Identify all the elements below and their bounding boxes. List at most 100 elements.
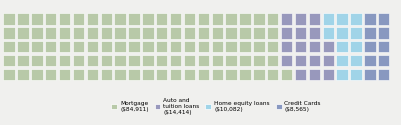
Bar [349,55,361,66]
Bar [31,55,43,66]
Bar [73,41,84,52]
Bar [239,69,250,80]
Bar [266,13,278,25]
Bar [45,13,56,25]
Bar [114,55,126,66]
Bar [349,13,361,25]
Bar [100,27,111,39]
Bar [225,55,236,66]
Bar [377,69,389,80]
Bar [211,55,223,66]
Bar [239,55,250,66]
Legend: Mortgage
($84,911), Auto and
tuition loans
($14,414), Home equity loans
($10,082: Mortgage ($84,911), Auto and tuition loa… [111,98,320,114]
Bar [266,69,278,80]
Bar [336,41,347,52]
Bar [197,13,209,25]
Bar [266,41,278,52]
Bar [322,41,333,52]
Bar [73,69,84,80]
Bar [156,13,167,25]
Bar [45,69,56,80]
Bar [239,13,250,25]
Bar [336,13,347,25]
Bar [31,41,43,52]
Bar [156,27,167,39]
Bar [294,27,306,39]
Bar [17,13,28,25]
Bar [253,13,264,25]
Bar [363,27,375,39]
Bar [170,41,181,52]
Bar [87,27,98,39]
Bar [211,69,223,80]
Bar [142,27,153,39]
Bar [183,13,195,25]
Bar [100,41,111,52]
Bar [322,69,333,80]
Bar [253,41,264,52]
Bar [294,13,306,25]
Bar [73,27,84,39]
Bar [253,69,264,80]
Bar [322,55,333,66]
Bar [114,27,126,39]
Bar [59,27,70,39]
Bar [87,55,98,66]
Bar [170,69,181,80]
Bar [59,69,70,80]
Bar [363,41,375,52]
Bar [100,55,111,66]
Bar [128,27,139,39]
Bar [197,41,209,52]
Bar [197,27,209,39]
Bar [142,41,153,52]
Bar [253,55,264,66]
Bar [31,69,43,80]
Bar [349,27,361,39]
Bar [377,13,389,25]
Bar [3,41,15,52]
Bar [336,55,347,66]
Bar [3,69,15,80]
Bar [349,69,361,80]
Bar [280,69,292,80]
Bar [266,55,278,66]
Bar [45,27,56,39]
Bar [59,55,70,66]
Bar [377,27,389,39]
Bar [17,55,28,66]
Bar [280,27,292,39]
Bar [183,55,195,66]
Bar [59,13,70,25]
Bar [142,55,153,66]
Bar [280,13,292,25]
Bar [349,41,361,52]
Bar [294,55,306,66]
Bar [211,27,223,39]
Bar [322,13,333,25]
Bar [87,69,98,80]
Bar [156,41,167,52]
Bar [197,69,209,80]
Bar [59,41,70,52]
Bar [183,27,195,39]
Bar [308,55,319,66]
Bar [363,69,375,80]
Bar [280,41,292,52]
Bar [3,13,15,25]
Bar [308,13,319,25]
Bar [308,41,319,52]
Bar [128,69,139,80]
Bar [87,13,98,25]
Bar [225,69,236,80]
Bar [31,13,43,25]
Bar [336,69,347,80]
Bar [87,41,98,52]
Bar [280,55,292,66]
Bar [211,41,223,52]
Bar [128,55,139,66]
Bar [239,27,250,39]
Bar [73,55,84,66]
Bar [114,41,126,52]
Bar [170,13,181,25]
